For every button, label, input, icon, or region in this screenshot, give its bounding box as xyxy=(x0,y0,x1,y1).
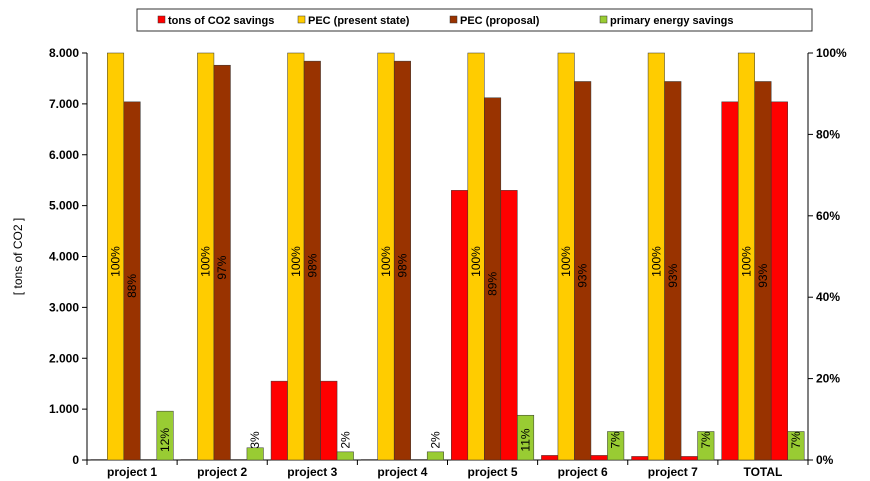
bar-value-label: 2% xyxy=(428,431,442,449)
bar-value-label: 100% xyxy=(559,246,573,277)
bar-value-label: 100% xyxy=(649,246,663,277)
bar-value-label: 100% xyxy=(109,246,123,277)
legend-swatch xyxy=(599,15,608,24)
bar xyxy=(270,380,288,461)
bar-value-label: 98% xyxy=(305,253,319,277)
bar-value-label: 100% xyxy=(739,246,753,277)
bar xyxy=(393,60,411,461)
bars xyxy=(90,52,805,461)
value-labels: 100% 100% 100% 100% 100% 100% 100% 100%88%97% 98… xyxy=(109,246,803,452)
bar xyxy=(426,451,444,461)
bar-value-label: 100% xyxy=(379,246,393,277)
y-tick-label-left: 7.000 xyxy=(49,97,79,111)
y-tick-label-right: 20% xyxy=(816,372,840,386)
bar-value-label: 7% xyxy=(609,431,623,449)
legend-label: PEC (present state) xyxy=(308,15,410,27)
bar xyxy=(180,459,198,461)
bar-value-label: 7% xyxy=(699,431,713,449)
y-tick-label-left: 2.000 xyxy=(49,351,79,365)
x-tick-label: project 4 xyxy=(377,465,427,479)
bar xyxy=(230,459,248,461)
bar-value-label: 12% xyxy=(158,428,172,452)
bar xyxy=(320,380,338,461)
x-tick-label: project 7 xyxy=(648,465,698,479)
y-tick-label-right: 60% xyxy=(816,209,840,223)
bar-value-label: 88% xyxy=(125,274,139,298)
bar xyxy=(590,455,608,461)
bar xyxy=(697,431,715,461)
bar xyxy=(517,414,535,461)
bar xyxy=(607,431,625,461)
legend-swatch xyxy=(157,15,166,24)
bar-value-label: 3% xyxy=(248,431,262,449)
y-tick-label-left: 1.000 xyxy=(49,402,79,416)
bar-value-label: 100% xyxy=(199,246,213,277)
y-tick-label-right: 40% xyxy=(816,290,840,304)
bar xyxy=(451,190,469,461)
y-tick-label-left: 3.000 xyxy=(49,300,79,314)
bar-value-label: 93% xyxy=(576,263,590,287)
bar xyxy=(246,447,264,461)
x-tick-label: TOTAL xyxy=(743,465,782,479)
legend-label: tons of CO2 savings xyxy=(168,15,274,27)
x-tick-label: project 6 xyxy=(558,465,608,479)
bar xyxy=(787,431,805,461)
bar xyxy=(680,456,698,461)
x-tick-label: project 2 xyxy=(197,465,247,479)
bar-value-label: 2% xyxy=(338,431,352,449)
bar xyxy=(574,81,592,461)
bar-value-label: 93% xyxy=(666,263,680,287)
legend-swatch xyxy=(297,15,306,24)
legend-swatch xyxy=(449,15,458,24)
x-tick-label: project 1 xyxy=(107,465,157,479)
bar xyxy=(156,410,174,461)
bar-value-label: 100% xyxy=(469,246,483,277)
bar xyxy=(303,60,321,461)
legend-box xyxy=(136,8,813,32)
bar-value-label: 100% xyxy=(289,246,303,277)
bar-value-label: 98% xyxy=(395,253,409,277)
y-tick-label-right: 0% xyxy=(816,453,834,467)
bar xyxy=(770,101,788,461)
y-tick-label-left: 8.000 xyxy=(49,46,79,60)
y-tick-label-right: 100% xyxy=(816,46,847,60)
bar-value-label: 11% xyxy=(519,428,533,451)
bar xyxy=(213,64,231,461)
bar-value-label: 7% xyxy=(789,431,803,449)
bar xyxy=(360,459,378,461)
bar xyxy=(631,456,649,461)
y-tick-label-right: 80% xyxy=(816,127,840,141)
legend: tons of CO2 savings PEC (present state) PE… xyxy=(136,8,813,32)
bar xyxy=(336,451,354,461)
bar xyxy=(140,459,158,461)
y-tick-label-left: 5.000 xyxy=(49,199,79,213)
legend-label: primary energy savings xyxy=(610,15,734,27)
bar-value-label: 89% xyxy=(486,272,500,296)
bar xyxy=(500,190,518,461)
y-tick-label-left: 0 xyxy=(72,453,79,467)
x-tick-label: project 3 xyxy=(287,465,337,479)
y-tick-label-left: 6.000 xyxy=(49,148,79,162)
y-tick-label-left: 4.000 xyxy=(49,250,79,264)
bar xyxy=(541,455,559,461)
x-tick-label: project 5 xyxy=(468,465,518,479)
bar xyxy=(123,101,141,461)
bar-value-label: 97% xyxy=(215,255,229,279)
y-axis-title: [ tons of CO2 ] xyxy=(11,218,25,295)
bar-value-label: 93% xyxy=(756,263,770,287)
bar xyxy=(90,459,108,461)
bar xyxy=(410,459,428,461)
legend-label: PEC (proposal) xyxy=(460,15,540,27)
bar xyxy=(721,101,739,461)
bar xyxy=(664,81,682,461)
